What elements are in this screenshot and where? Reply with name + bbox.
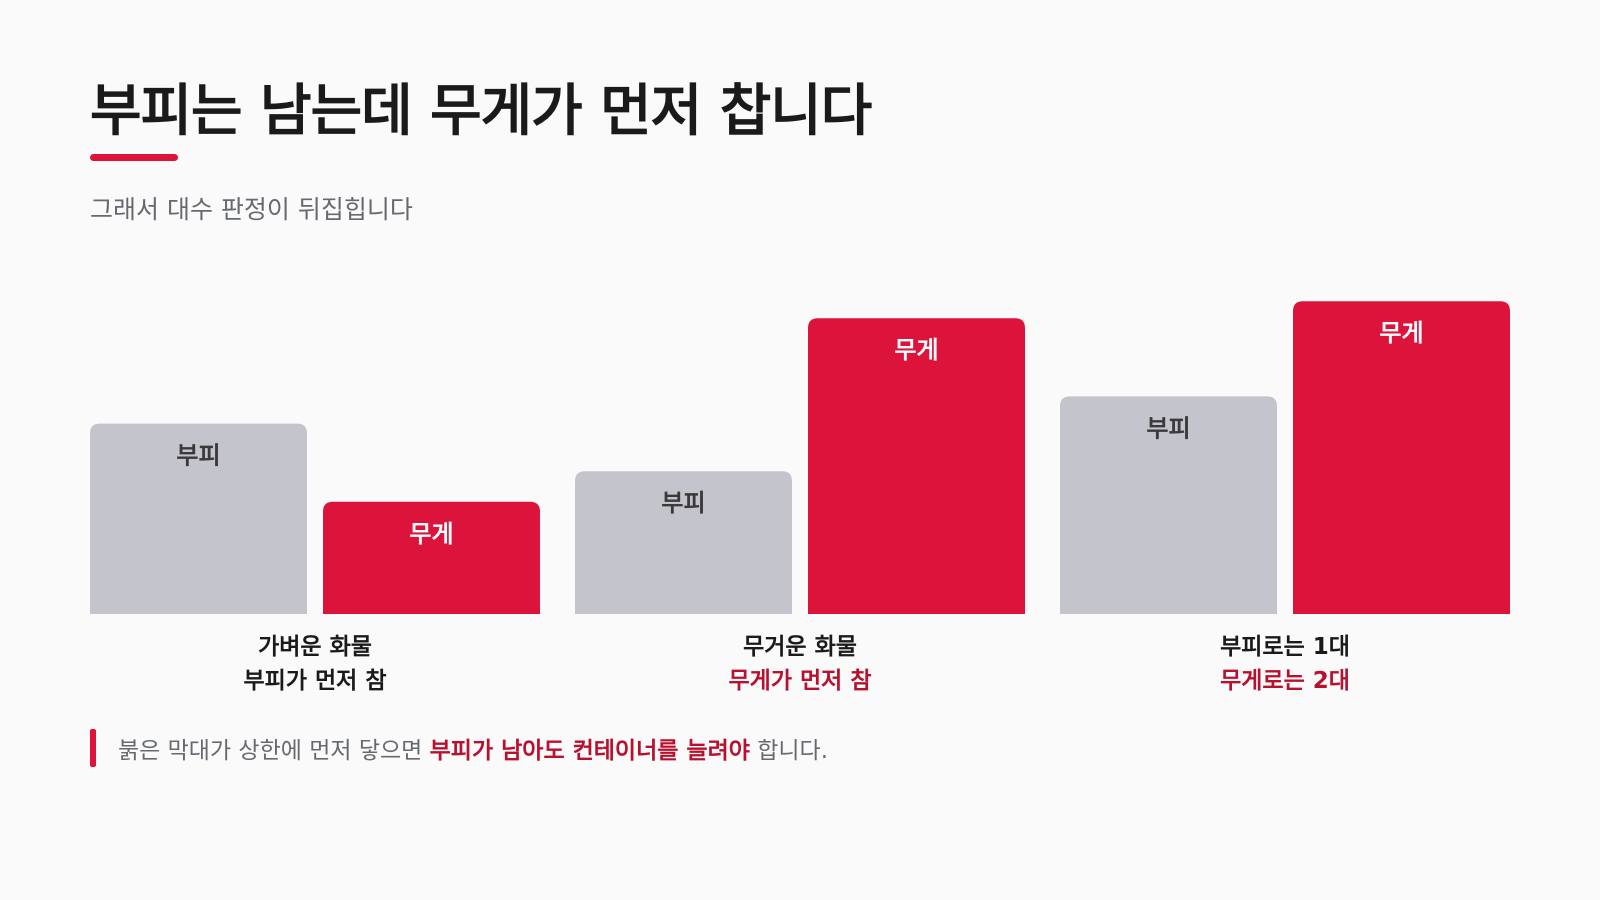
- group-label-line1: 가벼운 화물: [258, 634, 372, 660]
- page-subtitle: 그래서 대수 판정이 뒤집힙니다: [90, 195, 413, 224]
- weight-bar: [1293, 301, 1510, 614]
- weight-bar-label: 무게: [1379, 319, 1423, 347]
- page-title: 부피는 남는데 무게가 먼저 찹니다: [90, 79, 872, 144]
- volume-bar-label: 부피: [661, 489, 705, 517]
- footnote-text: 붉은 막대가 상한에 먼저 닿으면 부피가 남아도 컨테이너를 늘려야 합니다.: [118, 731, 828, 765]
- weight-bar: [323, 501, 540, 614]
- volume-bar: [1060, 396, 1277, 614]
- group-label-line1: 무거운 화물: [743, 634, 857, 660]
- group-label-line2: 무게로는 2대: [1220, 668, 1350, 694]
- weight-bar: [808, 318, 1025, 614]
- volume-bar: [575, 471, 792, 614]
- footnote-highlight: 부피가 남아도 컨테이너를 늘려야: [429, 738, 750, 764]
- footnote-accent-bar: [90, 729, 96, 767]
- footnote: 붉은 막대가 상한에 먼저 닿으면 부피가 남아도 컨테이너를 늘려야 합니다.: [90, 729, 828, 767]
- group-label-line2: 부피가 먼저 참: [244, 668, 387, 694]
- title-underline: [90, 154, 178, 161]
- volume-bar: [90, 423, 307, 614]
- weight-bar-label: 무게: [894, 336, 938, 364]
- volume-bar-label: 부피: [1146, 414, 1190, 442]
- volume-bar-label: 부피: [176, 442, 220, 470]
- group-label-line2: 무게가 먼저 참: [729, 668, 872, 694]
- group-label-line1: 부피로는 1대: [1220, 634, 1350, 660]
- weight-bar-label: 무게: [409, 520, 453, 548]
- footnote-suffix: 합니다.: [749, 738, 829, 764]
- footnote-prefix: 붉은 막대가 상한에 먼저 닿으면: [118, 738, 430, 764]
